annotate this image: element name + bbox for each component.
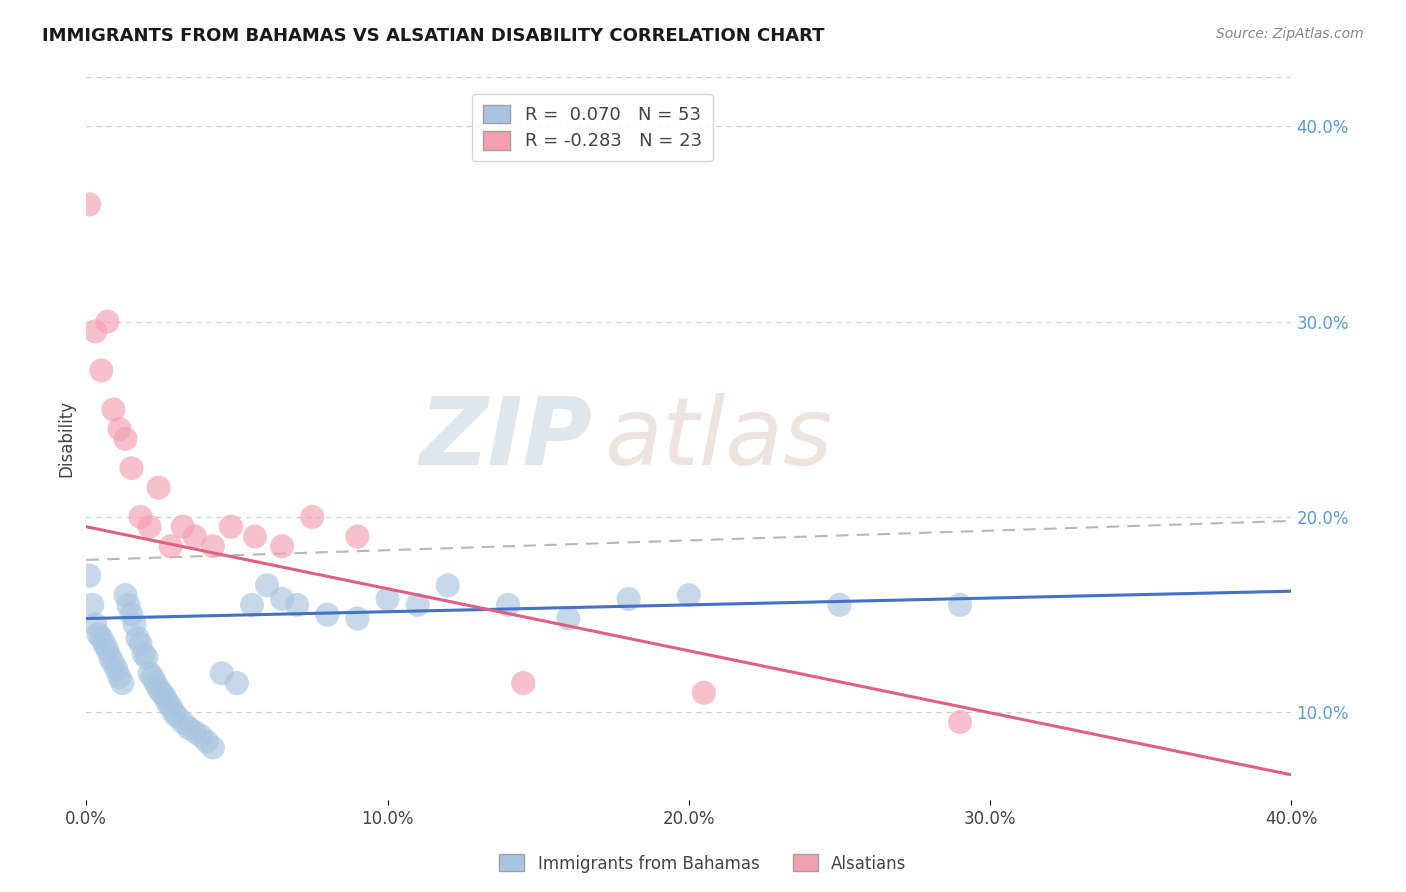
- Point: [437, 578, 460, 592]
- Point: [828, 598, 851, 612]
- Point: [377, 592, 399, 607]
- Point: [127, 631, 149, 645]
- Point: [79, 197, 101, 211]
- Text: atlas: atlas: [605, 393, 832, 484]
- Point: [949, 715, 972, 730]
- Point: [271, 539, 294, 553]
- Point: [557, 611, 579, 625]
- Point: [496, 598, 519, 612]
- Point: [156, 696, 179, 710]
- Y-axis label: Disability: Disability: [58, 401, 75, 477]
- Point: [177, 721, 200, 735]
- Point: [84, 325, 107, 339]
- Point: [132, 647, 155, 661]
- Point: [96, 315, 118, 329]
- Point: [256, 578, 278, 592]
- Point: [172, 520, 194, 534]
- Point: [148, 681, 170, 696]
- Point: [117, 598, 139, 612]
- Point: [219, 520, 242, 534]
- Point: [301, 510, 323, 524]
- Point: [108, 422, 131, 436]
- Point: [184, 529, 207, 543]
- Point: [166, 709, 188, 723]
- Legend: R =  0.070   N = 53, R = -0.283   N = 23: R = 0.070 N = 53, R = -0.283 N = 23: [472, 94, 713, 161]
- Point: [100, 650, 122, 665]
- Point: [226, 676, 249, 690]
- Point: [105, 662, 128, 676]
- Point: [949, 598, 972, 612]
- Point: [201, 740, 224, 755]
- Point: [159, 699, 181, 714]
- Point: [159, 539, 181, 553]
- Point: [111, 676, 134, 690]
- Point: [195, 734, 218, 748]
- Point: [90, 363, 112, 377]
- Point: [121, 461, 143, 475]
- Point: [138, 666, 160, 681]
- Point: [172, 715, 194, 730]
- Point: [678, 588, 700, 602]
- Point: [84, 617, 107, 632]
- Point: [129, 637, 152, 651]
- Point: [142, 670, 165, 684]
- Point: [243, 529, 266, 543]
- Point: [512, 676, 534, 690]
- Point: [114, 432, 136, 446]
- Point: [693, 686, 716, 700]
- Point: [145, 676, 167, 690]
- Point: [271, 592, 294, 607]
- Point: [316, 607, 339, 622]
- Point: [138, 520, 160, 534]
- Point: [285, 598, 308, 612]
- Legend: Immigrants from Bahamas, Alsatians: Immigrants from Bahamas, Alsatians: [492, 847, 914, 880]
- Point: [190, 729, 212, 743]
- Point: [96, 642, 118, 657]
- Point: [201, 539, 224, 553]
- Point: [163, 706, 186, 720]
- Point: [346, 529, 368, 543]
- Point: [87, 627, 110, 641]
- Point: [103, 657, 125, 671]
- Point: [211, 666, 233, 681]
- Point: [90, 631, 112, 645]
- Point: [617, 592, 640, 607]
- Point: [82, 598, 104, 612]
- Text: Source: ZipAtlas.com: Source: ZipAtlas.com: [1216, 27, 1364, 41]
- Text: IMMIGRANTS FROM BAHAMAS VS ALSATIAN DISABILITY CORRELATION CHART: IMMIGRANTS FROM BAHAMAS VS ALSATIAN DISA…: [42, 27, 825, 45]
- Point: [406, 598, 429, 612]
- Text: ZIP: ZIP: [419, 392, 592, 485]
- Point: [93, 637, 115, 651]
- Point: [121, 607, 143, 622]
- Point: [148, 481, 170, 495]
- Point: [153, 690, 176, 704]
- Point: [79, 568, 101, 582]
- Point: [129, 510, 152, 524]
- Point: [184, 724, 207, 739]
- Point: [240, 598, 263, 612]
- Point: [150, 686, 173, 700]
- Point: [114, 588, 136, 602]
- Point: [103, 402, 125, 417]
- Point: [346, 611, 368, 625]
- Point: [135, 650, 157, 665]
- Point: [108, 670, 131, 684]
- Point: [124, 617, 146, 632]
